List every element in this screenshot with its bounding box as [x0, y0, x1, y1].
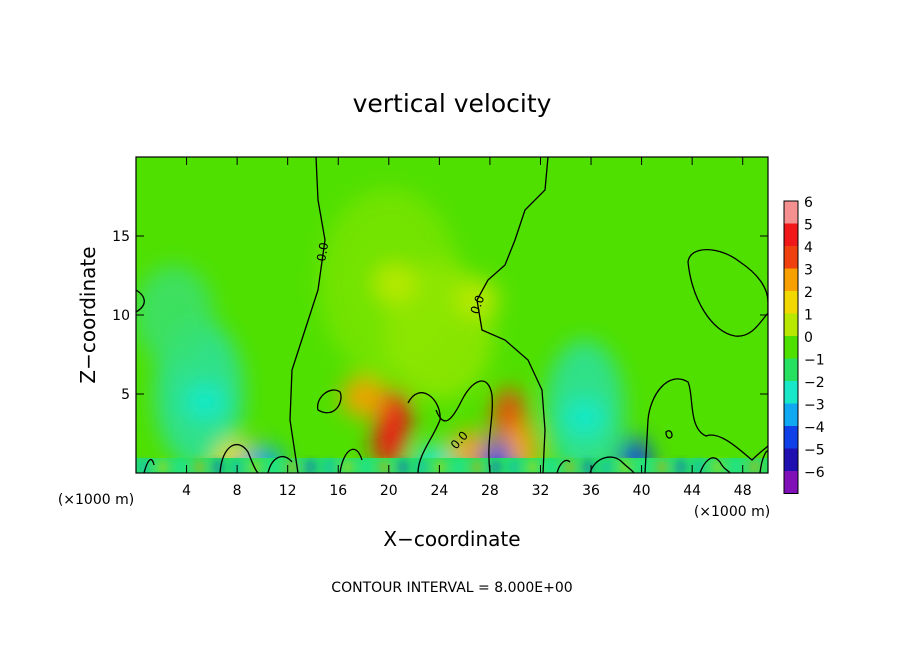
y-axis: 5 10 15 — [112, 229, 768, 403]
surface-streak — [584, 461, 592, 473]
contour-label: 0.0 — [468, 293, 488, 316]
surface-streak — [528, 461, 537, 473]
x-tick-label: 36 — [582, 483, 600, 499]
surface-streak — [399, 461, 407, 473]
x-tick-label: 16 — [329, 483, 347, 499]
colorbar-label: −6 — [804, 465, 825, 481]
colorbar-label: 0 — [804, 330, 813, 346]
x-tick-label: 48 — [734, 483, 752, 499]
colorbar-segment — [784, 268, 798, 291]
colorbar-segment — [784, 403, 798, 426]
x-axis-label: X−coordinate — [383, 527, 520, 551]
field-blob — [136, 265, 214, 365]
surface-streak — [713, 461, 722, 473]
x-tick-label: 4 — [182, 483, 191, 499]
colorbar-segment — [784, 313, 798, 336]
colorbar-segment — [784, 358, 798, 381]
field-feature — [341, 377, 386, 418]
surface-streak — [491, 461, 500, 473]
colorbar-label: 6 — [804, 195, 813, 211]
y-tick-label: 5 — [121, 387, 130, 403]
surface-streak — [306, 461, 315, 473]
field-feature — [562, 397, 607, 438]
surface-streak — [158, 461, 167, 473]
surface-streak — [565, 461, 574, 473]
y-tick-label: 15 — [112, 229, 130, 245]
colorbar-label: −2 — [804, 375, 825, 391]
surface-streak — [732, 461, 740, 473]
field-feature — [373, 263, 418, 304]
surface-streak — [232, 461, 241, 473]
colorbar-label: 4 — [804, 240, 813, 256]
surface-streak — [602, 461, 611, 473]
surface-streak — [750, 461, 759, 473]
plot-field: 0.0 0.0 0.0 — [136, 157, 768, 473]
colorbar-frame — [783, 200, 799, 494]
colorbar-segment — [784, 223, 798, 246]
field-feature — [183, 381, 228, 422]
colorbar: 6 5 4 3 2 1 0 −1 −2 −3 −4 −5 −6 — [783, 195, 825, 494]
colorbar-label: 5 — [804, 218, 813, 234]
colorbar-label: 3 — [804, 263, 813, 279]
surface-streak — [510, 461, 518, 473]
colorbar-label: −1 — [804, 353, 825, 369]
colorbar-segment — [784, 471, 798, 494]
contour-label: 0.0 — [314, 241, 331, 262]
x-unit-left: (×1000 m) — [58, 492, 134, 508]
x-axis: 4 8 12 16 20 24 28 32 36 40 44 48 — [182, 157, 752, 499]
colorbar-label: 2 — [804, 285, 813, 301]
x-tick-label: 20 — [380, 483, 398, 499]
surface-streak — [343, 461, 352, 473]
colorbar-segment — [784, 336, 798, 359]
x-tick-label: 28 — [481, 483, 499, 499]
chart-title: vertical velocity — [353, 89, 552, 118]
colorbar-segment — [784, 246, 798, 269]
colorbar-segment — [784, 291, 798, 314]
colorbar-segment — [784, 201, 798, 224]
x-tick-label: 12 — [279, 483, 297, 499]
surface-streak — [362, 461, 370, 473]
surface-streak — [269, 461, 278, 473]
surface-streak — [547, 461, 555, 473]
surface-streak — [454, 461, 463, 473]
colorbar-label: −4 — [804, 420, 825, 436]
x-tick-label: 32 — [532, 483, 550, 499]
contour-lines — [136, 157, 768, 473]
surface-streak — [436, 461, 444, 473]
x-tick-label: 44 — [683, 483, 701, 499]
x-unit-right: (×1000 m) — [694, 504, 770, 520]
colorbar-segment — [784, 448, 798, 471]
colorbar-label: 1 — [804, 308, 813, 324]
surface-streak — [473, 461, 481, 473]
colorbar-segment — [784, 381, 798, 404]
surface-streak — [140, 461, 148, 473]
surface-streak — [695, 461, 703, 473]
surface-streak — [380, 461, 389, 473]
contour-interval-note: CONTOUR INTERVAL = 8.000E+00 — [331, 580, 572, 596]
surface-streak — [658, 461, 666, 473]
surface-streak — [288, 461, 296, 473]
surface-streak — [195, 461, 204, 473]
surface-streak — [177, 461, 185, 473]
x-tick-label: 24 — [430, 483, 448, 499]
y-axis-label: Z−coordinate — [76, 246, 100, 383]
field-feature — [372, 413, 405, 470]
colorbar-label: −5 — [804, 443, 825, 459]
colorbar-segment — [784, 426, 798, 449]
surface-streak — [325, 461, 333, 473]
x-tick-label: 8 — [233, 483, 242, 499]
surface-streaks — [136, 458, 768, 473]
surface-streak — [621, 461, 629, 473]
surface-streak — [639, 461, 648, 473]
surface-streak — [676, 461, 685, 473]
colorbar-label: −3 — [804, 398, 825, 414]
y-tick-label: 10 — [112, 308, 130, 324]
x-tick-label: 40 — [633, 483, 651, 499]
